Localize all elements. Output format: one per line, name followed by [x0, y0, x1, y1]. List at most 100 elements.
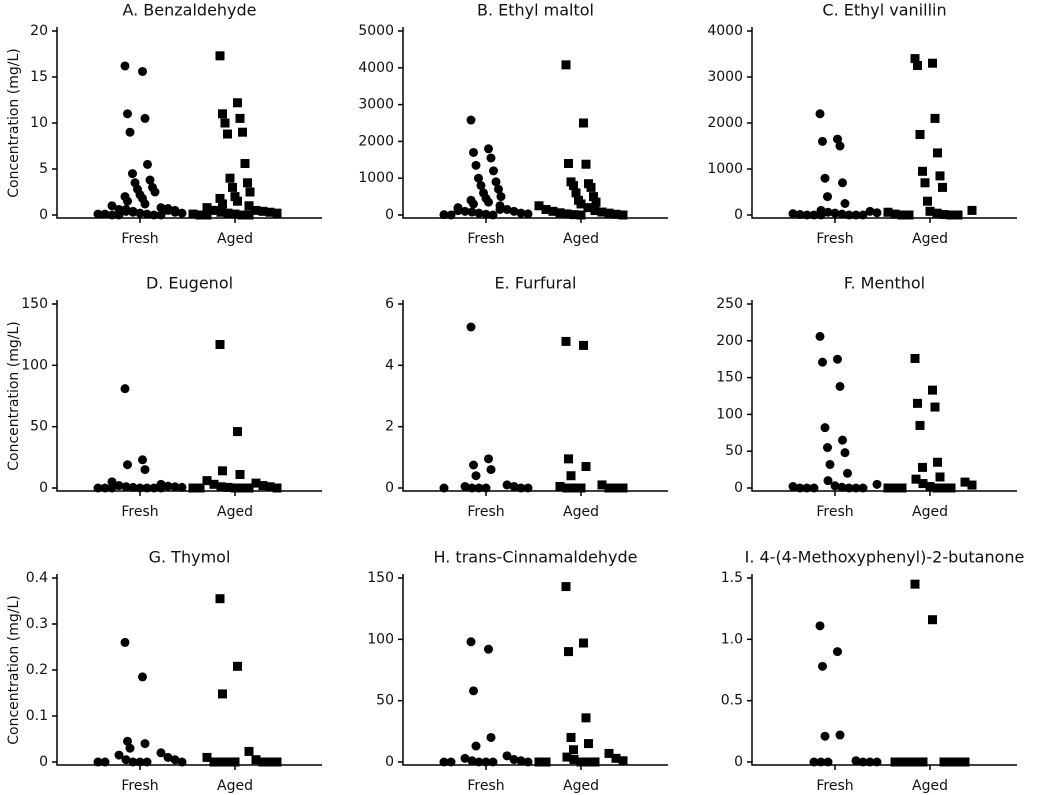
data-point — [823, 443, 832, 453]
data-point — [491, 177, 501, 187]
data-point — [837, 482, 847, 492]
data-point — [140, 739, 150, 749]
data-point — [150, 187, 160, 197]
y-tick-label: 200 — [716, 333, 743, 349]
y-tick-label: 0 — [39, 480, 48, 496]
data-point — [202, 752, 212, 762]
data-point — [123, 460, 132, 470]
x-tick-label: Fresh — [816, 504, 853, 520]
axes — [402, 300, 668, 492]
data-point — [579, 118, 588, 128]
data-point — [935, 472, 945, 482]
y-tick-label: 2000 — [358, 133, 394, 149]
data-point — [562, 483, 572, 493]
data-point — [604, 483, 614, 493]
data-point — [815, 331, 825, 341]
data-point — [872, 757, 882, 767]
data-point — [930, 402, 940, 412]
data-point — [579, 340, 588, 350]
data-point — [915, 420, 925, 430]
data-point — [897, 483, 907, 493]
y-tick-label: 100 — [367, 631, 394, 647]
data-point — [216, 207, 226, 217]
data-point — [802, 483, 812, 493]
panel: D. Eugenol Concentration (mg/L) 0 50 100 150 F… — [6, 274, 322, 520]
panel: A. Benzaldehyde Concentration (mg/L) 0 5 10 1… — [6, 1, 322, 247]
data-point — [809, 483, 819, 493]
axes — [56, 27, 322, 219]
data-point — [140, 465, 150, 475]
y-tick-label: 5000 — [358, 23, 394, 39]
data-point — [837, 209, 847, 219]
data-point — [541, 204, 551, 214]
data-point — [223, 129, 232, 139]
data-point — [910, 54, 920, 64]
data-point — [230, 757, 240, 767]
data-point — [149, 483, 159, 493]
data-point — [230, 192, 240, 202]
data-point — [820, 731, 830, 741]
data-point — [467, 483, 477, 493]
data-point — [838, 178, 847, 188]
y-tick-label: 1.0 — [721, 631, 743, 647]
x-tick-label: Fresh — [121, 778, 158, 794]
data-point — [953, 210, 963, 220]
data-point — [823, 192, 832, 202]
data-point — [244, 201, 254, 211]
y-tick-label: 0 — [385, 207, 394, 223]
y-tick-label: 10 — [30, 115, 48, 131]
data-point — [237, 483, 247, 493]
data-point — [933, 148, 942, 158]
data-point — [844, 483, 854, 493]
x-tick-label: Fresh — [816, 231, 853, 247]
data-point — [233, 98, 242, 108]
data-point — [953, 757, 963, 767]
data-point — [238, 127, 247, 137]
panel-title: D. Eugenol — [146, 274, 233, 293]
data-point — [564, 158, 573, 168]
data-point — [835, 381, 845, 391]
data-point — [611, 209, 621, 219]
data-point — [218, 466, 227, 476]
data-point — [128, 482, 138, 492]
data-point — [121, 482, 131, 492]
data-point — [486, 465, 496, 475]
data-point — [216, 757, 226, 767]
data-point — [481, 209, 491, 219]
axes — [56, 300, 322, 492]
data-point — [890, 757, 900, 767]
y-tick-label: 3000 — [707, 69, 743, 85]
data-point — [816, 210, 826, 220]
data-point — [93, 757, 103, 767]
y-tick-label: 0.4 — [26, 570, 48, 586]
data-point — [170, 755, 180, 765]
data-point — [788, 482, 798, 492]
data-point — [474, 173, 483, 183]
panel-title: B. Ethyl maltol — [477, 1, 594, 20]
data-point — [516, 208, 526, 218]
data-point — [583, 203, 593, 213]
data-point — [163, 204, 173, 214]
data-point — [265, 757, 275, 767]
data-point — [218, 689, 227, 699]
data-point — [586, 182, 596, 192]
data-point — [911, 757, 921, 767]
data-point — [265, 482, 275, 492]
data-point — [569, 483, 579, 493]
x-tick-label: Fresh — [467, 504, 504, 520]
y-tick-label: 1000 — [707, 161, 743, 177]
data-point — [245, 187, 255, 197]
data-point — [844, 210, 854, 220]
data-point — [534, 201, 544, 211]
data-point — [140, 113, 150, 123]
data-point — [228, 182, 237, 192]
data-point — [851, 483, 861, 493]
y-tick-label: 0 — [39, 754, 48, 770]
data-point — [788, 209, 798, 219]
data-point — [502, 480, 512, 490]
data-point — [823, 476, 833, 486]
data-point — [230, 483, 240, 493]
x-tick-label: Aged — [563, 778, 599, 794]
x-tick-label: Aged — [217, 231, 253, 247]
data-point — [195, 210, 205, 220]
